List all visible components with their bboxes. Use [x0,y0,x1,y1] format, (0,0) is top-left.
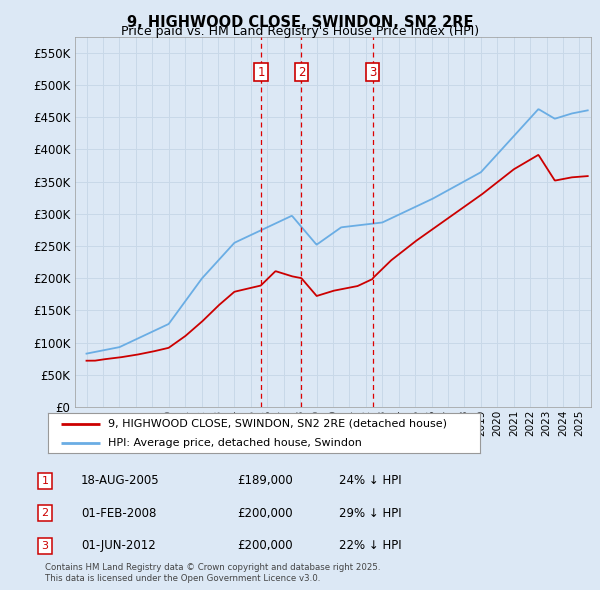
Text: £200,000: £200,000 [237,507,293,520]
Text: This data is licensed under the Open Government Licence v3.0.: This data is licensed under the Open Gov… [45,574,320,583]
Text: 3: 3 [369,65,376,78]
Text: 01-JUN-2012: 01-JUN-2012 [81,539,156,552]
Text: 22% ↓ HPI: 22% ↓ HPI [339,539,401,552]
Text: 3: 3 [41,541,49,550]
Text: 2: 2 [298,65,305,78]
Text: 1: 1 [257,65,265,78]
Text: 29% ↓ HPI: 29% ↓ HPI [339,507,401,520]
Text: 1: 1 [41,476,49,486]
Text: 2: 2 [41,509,49,518]
Text: 9, HIGHWOOD CLOSE, SWINDON, SN2 2RE: 9, HIGHWOOD CLOSE, SWINDON, SN2 2RE [127,15,473,30]
Text: £189,000: £189,000 [237,474,293,487]
Text: Price paid vs. HM Land Registry's House Price Index (HPI): Price paid vs. HM Land Registry's House … [121,25,479,38]
Text: Contains HM Land Registry data © Crown copyright and database right 2025.: Contains HM Land Registry data © Crown c… [45,563,380,572]
Text: 9, HIGHWOOD CLOSE, SWINDON, SN2 2RE (detached house): 9, HIGHWOOD CLOSE, SWINDON, SN2 2RE (det… [109,419,448,429]
Text: £200,000: £200,000 [237,539,293,552]
Text: 24% ↓ HPI: 24% ↓ HPI [339,474,401,487]
Text: 01-FEB-2008: 01-FEB-2008 [81,507,157,520]
Text: HPI: Average price, detached house, Swindon: HPI: Average price, detached house, Swin… [109,438,362,448]
Text: 18-AUG-2005: 18-AUG-2005 [81,474,160,487]
